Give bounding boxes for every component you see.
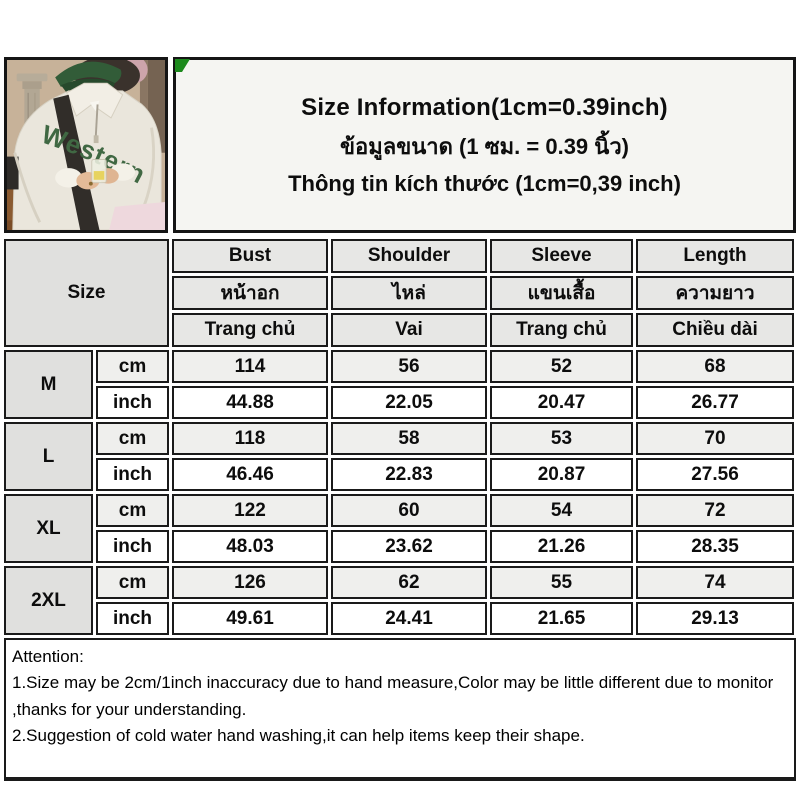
value-2xl-sleeve-inch: 21.65 (490, 602, 633, 635)
col-header-sleeve-vi: Trang chủ (490, 313, 633, 347)
size-table: Size Bust Shoulder Sleeve Length หน้าอก … (1, 236, 797, 638)
value-m-shoulder-inch: 22.05 (331, 386, 487, 419)
value-2xl-length-inch: 29.13 (636, 602, 794, 635)
size-label-2xl: 2XL (4, 566, 93, 635)
col-header-shoulder-vi: Vai (331, 313, 487, 347)
value-xl-sleeve-cm: 54 (490, 494, 633, 527)
table-row-xl-inch: inch 48.03 23.62 21.26 28.35 (4, 530, 794, 563)
unit-label-cm: cm (96, 566, 169, 599)
unit-label-inch: inch (96, 386, 169, 419)
col-header-shoulder: Shoulder (331, 239, 487, 273)
value-2xl-shoulder-cm: 62 (331, 566, 487, 599)
value-l-sleeve-cm: 53 (490, 422, 633, 455)
col-header-sleeve: Sleeve (490, 239, 633, 273)
unit-label-cm: cm (96, 494, 169, 527)
product-photo: Western (4, 57, 168, 233)
value-m-sleeve-inch: 20.47 (490, 386, 633, 419)
table-header-row-vi: Trang chủ Vai Trang chủ Chiều dài (4, 313, 794, 347)
title-english: Size Information(1cm=0.39inch) (301, 93, 668, 121)
value-m-bust-inch: 44.88 (172, 386, 328, 419)
table-header-row-th: หน้าอก ไหล่ แขนเสื้อ ความยาว (4, 276, 794, 310)
size-corner-cell: Size (4, 239, 169, 347)
value-xl-bust-inch: 48.03 (172, 530, 328, 563)
col-header-bust-vi: Trang chủ (172, 313, 328, 347)
value-m-sleeve-cm: 52 (490, 350, 633, 383)
value-2xl-sleeve-cm: 55 (490, 566, 633, 599)
col-header-shoulder-th: ไหล่ (331, 276, 487, 310)
col-header-sleeve-th: แขนเสื้อ (490, 276, 633, 310)
value-l-bust-cm: 118 (172, 422, 328, 455)
col-header-length-vi: Chiều dài (636, 313, 794, 347)
unit-label-cm: cm (96, 422, 169, 455)
unit-label-inch: inch (96, 458, 169, 491)
table-row-xl-cm: XL cm 122 60 54 72 (4, 494, 794, 563)
attention-line-1: 1.Size may be 2cm/1inch inaccuracy due t… (12, 673, 774, 719)
value-xl-shoulder-cm: 60 (331, 494, 487, 527)
unit-label-inch: inch (96, 602, 169, 635)
unit-label-cm: cm (96, 350, 169, 383)
table-row-m-inch: inch 44.88 22.05 20.47 26.77 (4, 386, 794, 419)
value-l-bust-inch: 46.46 (172, 458, 328, 491)
attention-line-2: 2.Suggestion of cold water hand washing,… (12, 726, 585, 746)
value-l-shoulder-inch: 22.83 (331, 458, 487, 491)
value-m-length-cm: 68 (636, 350, 794, 383)
value-l-sleeve-inch: 20.87 (490, 458, 633, 491)
value-m-shoulder-cm: 56 (331, 350, 487, 383)
model: Western (7, 60, 165, 230)
size-label-xl: XL (4, 494, 93, 563)
value-2xl-bust-inch: 49.61 (172, 602, 328, 635)
value-l-shoulder-cm: 58 (331, 422, 487, 455)
col-header-length: Length (636, 239, 794, 273)
table-row-l-inch: inch 46.46 22.83 20.87 27.56 (4, 458, 794, 491)
title-vietnamese: Thông tin kích thước (1cm=0,39 inch) (288, 170, 681, 196)
value-xl-bust-cm: 122 (172, 494, 328, 527)
size-label-l: L (4, 422, 93, 491)
title-thai: ข้อมูลขนาด (1 ซม. = 0.39 นิ้ว) (339, 133, 629, 159)
col-header-bust-th: หน้าอก (172, 276, 328, 310)
product-photo-illustration: Western (7, 60, 165, 230)
value-m-length-inch: 26.77 (636, 386, 794, 419)
attention-heading: Attention: (12, 647, 84, 666)
value-l-length-cm: 70 (636, 422, 794, 455)
green-corner-icon (175, 59, 190, 72)
col-header-bust: Bust (172, 239, 328, 273)
table-row-l-cm: L cm 118 58 53 70 (4, 422, 794, 491)
value-m-bust-cm: 114 (172, 350, 328, 383)
value-xl-sleeve-inch: 21.26 (490, 530, 633, 563)
value-xl-shoulder-inch: 23.62 (331, 530, 487, 563)
unit-label-inch: inch (96, 530, 169, 563)
col-header-length-th: ความยาว (636, 276, 794, 310)
value-2xl-bust-cm: 126 (172, 566, 328, 599)
table-row-m-cm: M cm 114 56 52 68 (4, 350, 794, 419)
value-xl-length-inch: 28.35 (636, 530, 794, 563)
green-cap (55, 61, 122, 88)
table-row-2xl-inch: inch 49.61 24.41 21.65 29.13 (4, 602, 794, 635)
value-xl-length-cm: 72 (636, 494, 794, 527)
top-section: Western Size Information(1cm=0.39inch) ข… (4, 57, 796, 233)
value-2xl-length-cm: 74 (636, 566, 794, 599)
value-2xl-shoulder-inch: 24.41 (331, 602, 487, 635)
table-header-row-en: Size Bust Shoulder Sleeve Length (4, 239, 794, 347)
attention-box: Attention: 1.Size may be 2cm/1inch inacc… (4, 638, 796, 782)
table-row-2xl-cm: 2XL cm 126 62 55 74 (4, 566, 794, 635)
value-l-length-inch: 27.56 (636, 458, 794, 491)
size-info-title-box: Size Information(1cm=0.39inch) ข้อมูลขนา… (173, 57, 796, 233)
size-label-m: M (4, 350, 93, 419)
